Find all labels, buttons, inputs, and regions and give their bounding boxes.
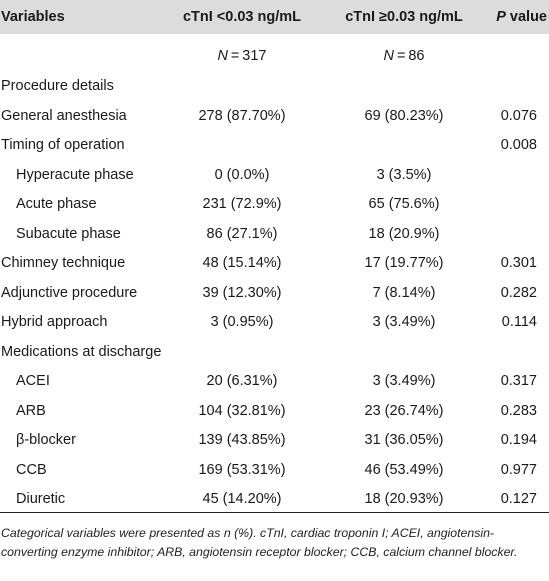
row-label: Subacute phase: [16, 225, 121, 242]
row-label: Adjunctive procedure: [1, 284, 138, 301]
cell-ctni-low: 39 (12.30%): [202, 284, 282, 301]
cell-p-value: 0.282: [500, 284, 537, 301]
cell-p-value: 0.301: [500, 255, 537, 271]
cell-ctni-low: 104 (32.81%): [198, 402, 286, 419]
row-label: Timing of operation: [1, 137, 125, 153]
row-label: Chimney technique: [1, 255, 126, 271]
table-row: Procedure details: [0, 72, 549, 102]
row-label: Medications at discharge: [1, 343, 162, 360]
cell-ctni-high: 31 (36.05%): [364, 432, 444, 448]
header-p-suffix: value: [505, 9, 547, 25]
table-row: Hyperacute phase 0 (0.0%) 3 (3.5%): [0, 161, 549, 191]
n-low-value: = 317: [228, 48, 267, 64]
cell-p-value: 0.977: [500, 461, 537, 478]
cell-ctni-high: 3 (3.5%): [376, 166, 432, 183]
table-row: ACEI 20 (6.31%) 3 (3.49%) 0.317: [0, 367, 549, 397]
row-label: Hyperacute phase: [16, 166, 134, 183]
cell-ctni-high: 46 (53.49%): [364, 461, 444, 478]
cell-ctni-low: 0 (0.0%): [214, 166, 270, 183]
row-label: ARB: [16, 402, 46, 419]
n-high-value: = 86: [394, 48, 425, 64]
row-label: ACEI: [16, 373, 50, 389]
cell-ctni-high: 18 (20.9%): [368, 225, 440, 242]
cell-ctni-high: 69 (80.23%): [364, 107, 444, 124]
cell-ctni-low: 231 (72.9%): [202, 196, 282, 212]
cell-ctni-low: 48 (15.14%): [202, 255, 282, 271]
table-row: ARB 104 (32.81%) 23 (26.74%) 0.283: [0, 397, 549, 427]
header-ctni-low: cTnI <0.03 ng/mL: [182, 9, 302, 25]
table-row: Chimney technique 48 (15.14%) 17 (19.77%) 0…: [0, 249, 549, 279]
cell-p-value: 0.127: [500, 491, 537, 507]
cell-ctni-high: 18 (20.93%): [364, 491, 444, 507]
n-low: N = 317: [218, 48, 267, 64]
cell-ctni-low: 139 (43.85%): [198, 432, 286, 448]
header-ctni-high: cTnI ≥0.03 ng/mL: [345, 9, 463, 25]
cell-ctni-high: 65 (75.6%): [368, 196, 440, 212]
cell-ctni-high: 3 (3.49%): [372, 314, 436, 330]
header-p-letter: P: [496, 9, 506, 25]
sample-size-row: N = 317 N = 86: [0, 42, 549, 72]
table-row: Medications at discharge: [0, 338, 549, 368]
row-label: General anesthesia: [1, 107, 127, 124]
cell-p-value: 0.076: [500, 107, 537, 124]
cell-ctni-high: 23 (26.74%): [364, 402, 444, 419]
cell-ctni-low: 278 (87.70%): [198, 107, 286, 124]
table-row: Adjunctive procedure 39 (12.30%) 7 (8.14%)…: [0, 279, 549, 309]
row-label: Diuretic: [16, 491, 66, 507]
n-high: N = 86: [384, 48, 425, 64]
cell-p-value: 0.317: [500, 373, 537, 389]
cell-ctni-low: 86 (27.1%): [206, 225, 278, 242]
cell-ctni-low: 45 (14.20%): [202, 491, 282, 507]
cell-ctni-low: 20 (6.31%): [206, 373, 278, 389]
table-bottom-rule: [0, 512, 549, 513]
header-p-value: P value: [496, 9, 547, 25]
row-label: β-blocker: [16, 432, 76, 448]
cell-p-value: 0.194: [500, 432, 537, 448]
table-row: Timing of operation 0.008: [0, 131, 549, 161]
cell-p-value: 0.114: [501, 314, 537, 330]
table-row: CCB 169 (53.31%) 46 (53.49%) 0.977: [0, 456, 549, 486]
table-footnote: Categorical variables were presented as …: [1, 526, 518, 559]
row-label: Acute phase: [16, 196, 97, 212]
n-high-label: N: [383, 48, 395, 64]
table-row: β-blocker 139 (43.85%) 31 (36.05%) 0.194: [0, 426, 549, 456]
table-header-row: Variables cTnI <0.03 ng/mL cTnI ≥0.03 ng…: [0, 0, 549, 34]
row-label: Hybrid approach: [1, 314, 108, 330]
cell-p-value: 0.008: [500, 137, 537, 153]
table-row: General anesthesia 278 (87.70%) 69 (80.23%…: [0, 102, 549, 132]
cell-ctni-high: 17 (19.77%): [364, 255, 444, 271]
cell-ctni-high: 7 (8.14%): [372, 284, 436, 301]
cell-ctni-high: 3 (3.49%): [372, 373, 436, 389]
n-low-label: N: [217, 48, 229, 64]
cell-p-value: 0.283: [500, 402, 537, 419]
row-label: Procedure details: [1, 78, 114, 94]
header-variables: Variables: [1, 9, 65, 25]
cell-ctni-low: 3 (0.95%): [210, 314, 274, 330]
table-row: Hybrid approach 3 (0.95%) 3 (3.49%) 0.114: [0, 308, 549, 338]
table-row: Acute phase 231 (72.9%) 65 (75.6%): [0, 190, 549, 220]
cell-ctni-low: 169 (53.31%): [198, 461, 286, 478]
table-row: Subacute phase 86 (27.1%) 18 (20.9%): [0, 220, 549, 250]
row-label: CCB: [16, 461, 47, 478]
table-row: Diuretic 45 (14.20%) 18 (20.93%) 0.127: [0, 485, 549, 515]
